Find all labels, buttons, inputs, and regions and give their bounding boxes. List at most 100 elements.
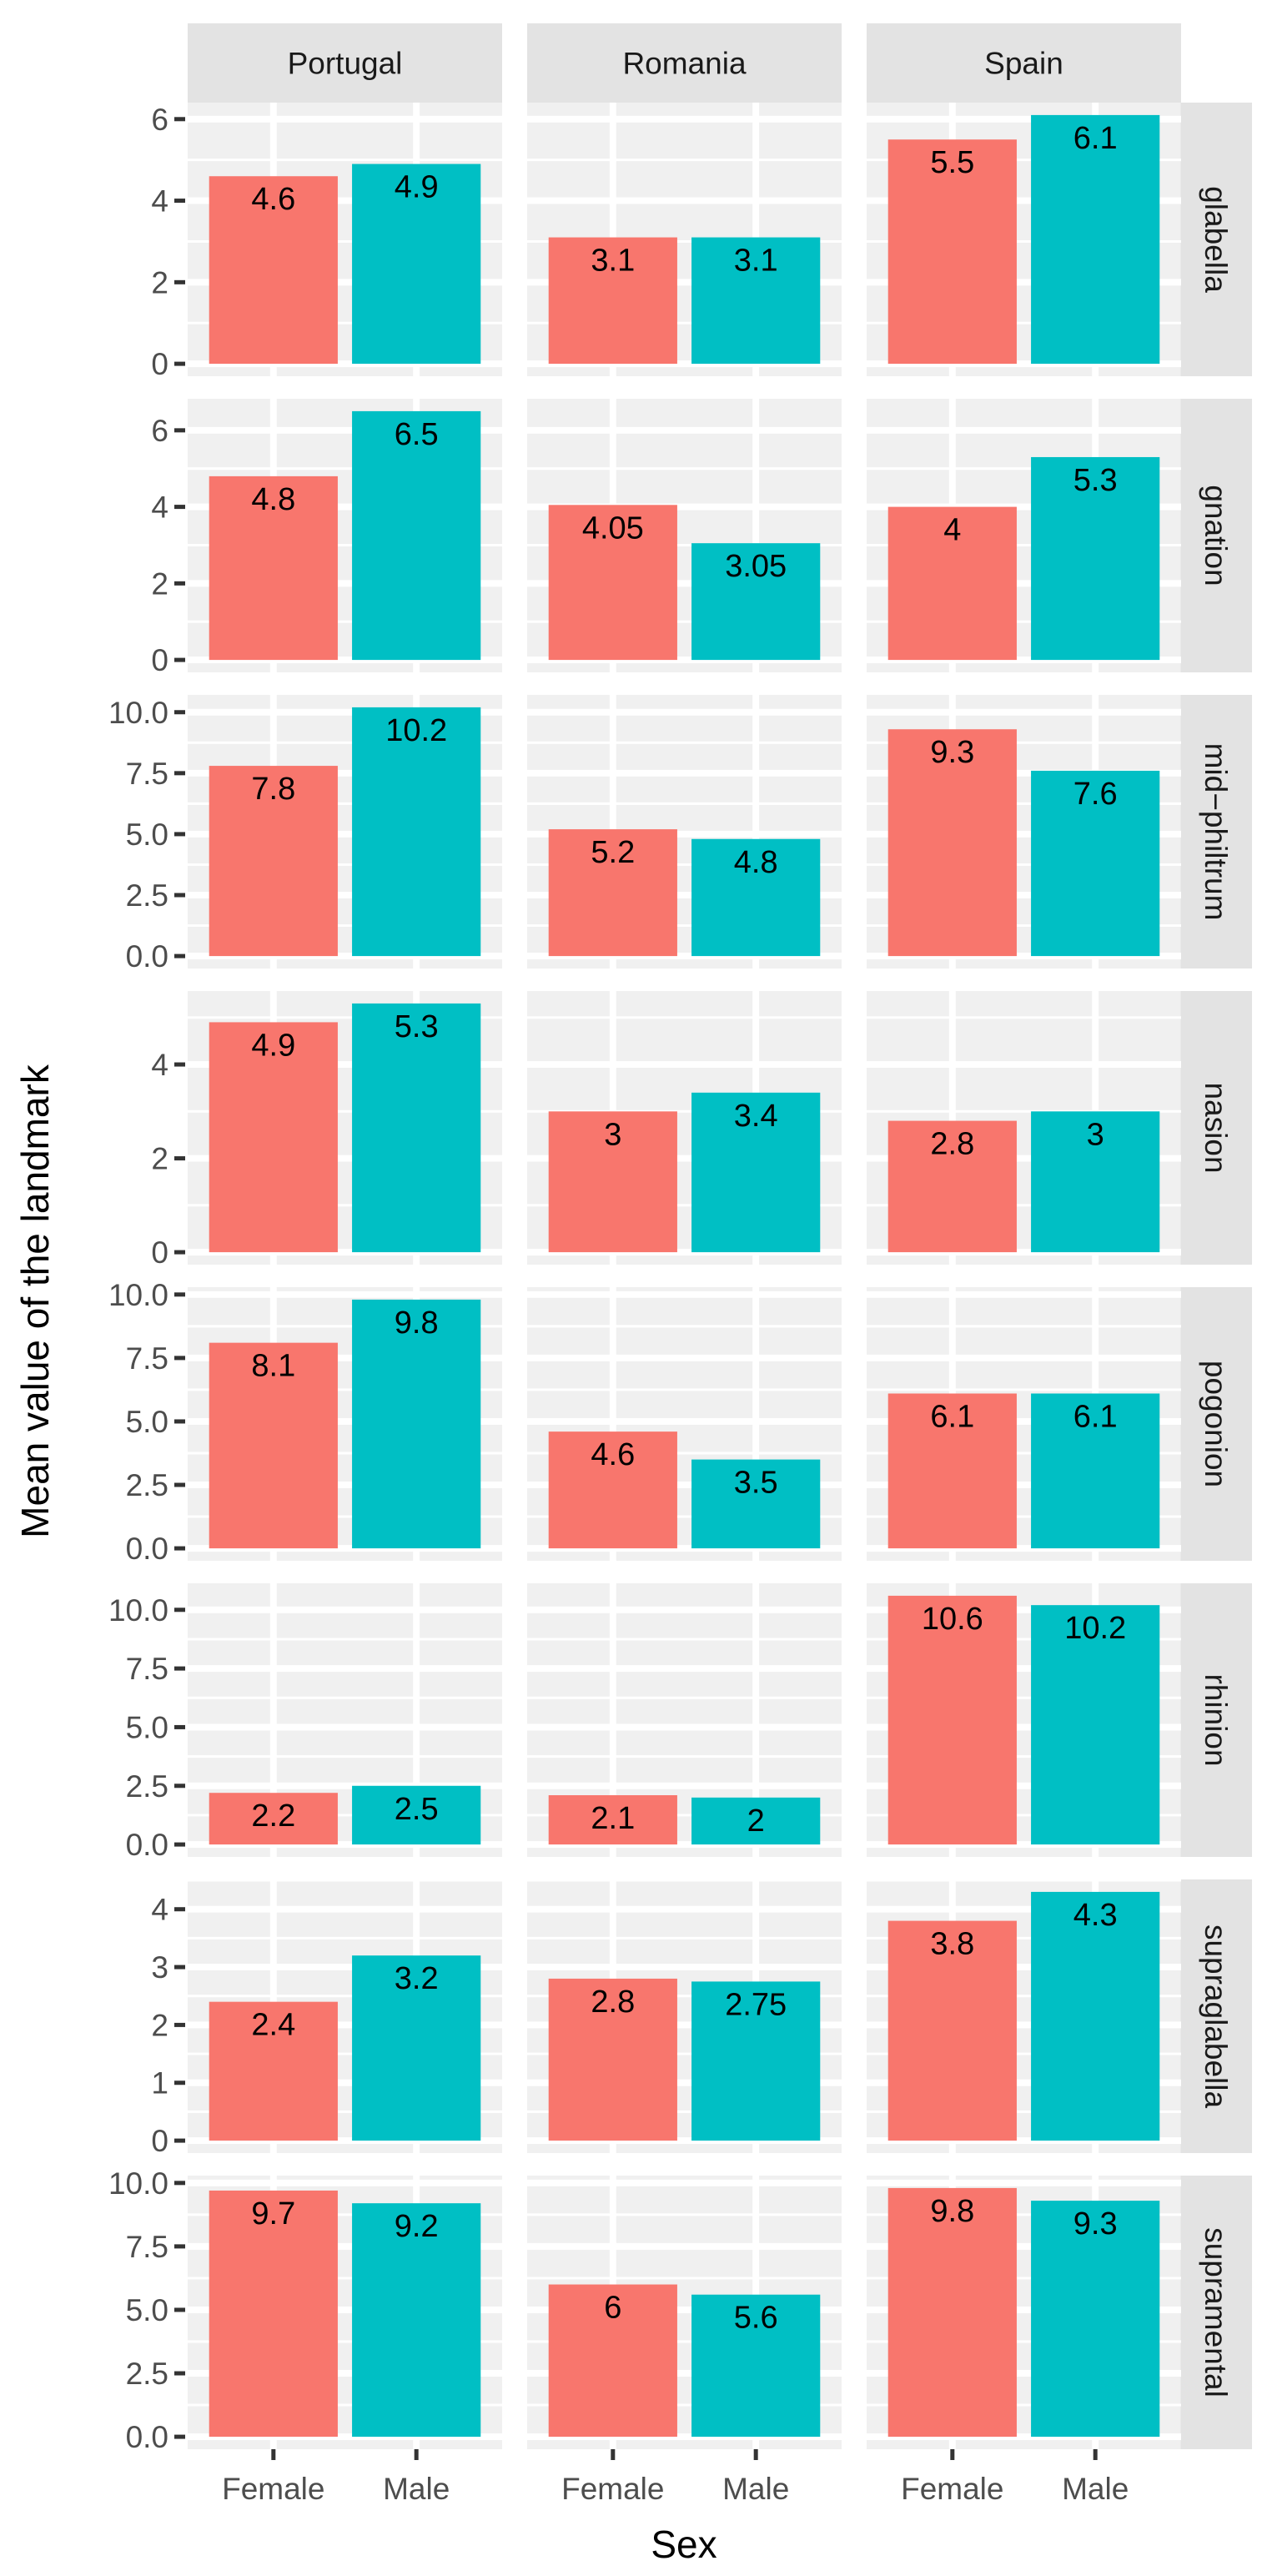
major-gridline: [188, 953, 502, 960]
bar-value-label: 4: [943, 513, 961, 548]
vertical-gridline: [752, 695, 760, 969]
major-gridline: [188, 1606, 502, 1613]
major-gridline: [867, 1964, 1181, 1971]
y-tick-label: 1: [151, 2066, 168, 2101]
major-gridline: [188, 1291, 502, 1298]
y-tick-label: 0.0: [126, 1532, 168, 1566]
facet-strip-label: Romania: [622, 47, 746, 81]
major-gridline: [527, 1545, 842, 1552]
major-gridline: [867, 1249, 1181, 1256]
major-gridline: [867, 2242, 1181, 2250]
minor-gridline: [527, 2110, 842, 2113]
y-tick-label: 5.0: [126, 1710, 168, 1744]
y-tick-label: 2.5: [126, 1769, 168, 1804]
bar-romania-male: [691, 1459, 821, 1549]
bar-value-label: 6.1: [1073, 121, 1118, 156]
major-gridline: [188, 2242, 502, 2250]
y-tick-label: 2: [151, 2008, 168, 2042]
major-gridline: [188, 892, 502, 899]
minor-gridline: [527, 1388, 842, 1391]
y-tick-label: 6: [151, 414, 168, 448]
minor-gridline: [867, 543, 1181, 546]
y-tick-mark: [174, 117, 185, 122]
minor-gridline: [527, 1638, 842, 1641]
major-gridline: [867, 197, 1181, 204]
minor-gridline: [527, 620, 842, 623]
y-tick-mark: [174, 2307, 185, 2312]
bar-portugal-male: [352, 1299, 481, 1549]
major-gridline: [867, 279, 1181, 286]
bar-value-label: 3.5: [734, 1466, 778, 1501]
minor-gridline: [188, 741, 502, 744]
facet-strip-label: rhinion: [1199, 1673, 1233, 1766]
y-tick-label: 2.5: [126, 878, 168, 913]
y-tick-label: 4: [151, 184, 168, 219]
major-gridline: [867, 892, 1181, 899]
major-gridline: [867, 580, 1181, 587]
minor-gridline: [527, 1755, 842, 1758]
y-tick-label: 5.0: [126, 818, 168, 852]
major-gridline: [527, 1665, 842, 1673]
bar-value-label: 5.5: [930, 145, 974, 180]
bar-portugal-female: [209, 1022, 338, 1253]
vertical-gridline: [413, 1583, 420, 1857]
major-gridline: [527, 2306, 842, 2313]
minor-gridline: [527, 1814, 842, 1817]
bar-spain-female: [887, 2187, 1017, 2438]
x-axis-title: Sex: [651, 2523, 716, 2566]
bar-portugal-male: [352, 1003, 481, 1253]
minor-gridline: [527, 1696, 842, 1699]
bar-value-label: 3.1: [734, 244, 778, 279]
bar-portugal-female: [209, 2190, 338, 2438]
bar-spain-male: [1031, 2201, 1160, 2438]
bar-spain-male: [1031, 1393, 1160, 1549]
bar-value-label: 10.6: [922, 1602, 983, 1637]
major-gridline: [867, 1782, 1181, 1789]
minor-gridline: [188, 2110, 502, 2113]
y-tick-mark: [174, 657, 185, 662]
minor-gridline: [188, 1204, 502, 1207]
bar-spain-female: [887, 729, 1017, 957]
facet-strip-spain: [867, 23, 1181, 103]
minor-gridline: [527, 1109, 842, 1113]
minor-gridline: [867, 1204, 1181, 1207]
minor-gridline: [188, 1016, 502, 1019]
minor-gridline: [527, 2340, 842, 2343]
bar-value-label: 2.8: [930, 1127, 974, 1162]
vertical-gridline: [609, 1583, 616, 1857]
y-tick-mark: [174, 428, 185, 433]
major-gridline: [188, 1905, 502, 1913]
y-tick-label: 7.5: [126, 1341, 168, 1376]
y-tick-label: 5.0: [126, 2293, 168, 2327]
bar-value-label: 4.9: [395, 170, 439, 205]
y-tick-label: 7.5: [126, 1652, 168, 1686]
minor-gridline: [188, 239, 502, 243]
vertical-gridline: [609, 1287, 616, 1561]
facet-strip-label: Spain: [984, 47, 1063, 81]
major-gridline: [527, 1841, 842, 1849]
major-gridline: [867, 1482, 1181, 1489]
y-tick-label: 7.5: [126, 2230, 168, 2264]
minor-gridline: [527, 158, 842, 162]
bar-romania-male: [691, 1797, 821, 1845]
major-gridline: [527, 279, 842, 286]
bar-romania-male: [691, 1981, 821, 2141]
minor-gridline: [527, 863, 842, 866]
major-gridline: [188, 1782, 502, 1789]
y-tick-label: 0: [151, 2124, 168, 2158]
minor-gridline: [527, 1452, 842, 1455]
facet-strip-row: [1180, 1287, 1252, 1561]
minor-gridline: [527, 2403, 842, 2407]
y-tick-mark: [174, 1724, 185, 1729]
bar-romania-male: [691, 237, 821, 365]
minor-gridline: [188, 1995, 502, 1998]
bar-value-label: 10.2: [385, 713, 447, 748]
major-gridline: [867, 1291, 1181, 1298]
facet-strip-label: supraglabella: [1199, 1924, 1233, 2109]
minor-gridline: [867, 1325, 1181, 1328]
major-gridline: [867, 1606, 1181, 1613]
bar-value-label: 9.7: [251, 2196, 295, 2231]
bar-portugal-male: [352, 410, 481, 661]
y-tick-mark: [174, 771, 185, 776]
facet-strip-row: [1180, 2176, 1252, 2449]
